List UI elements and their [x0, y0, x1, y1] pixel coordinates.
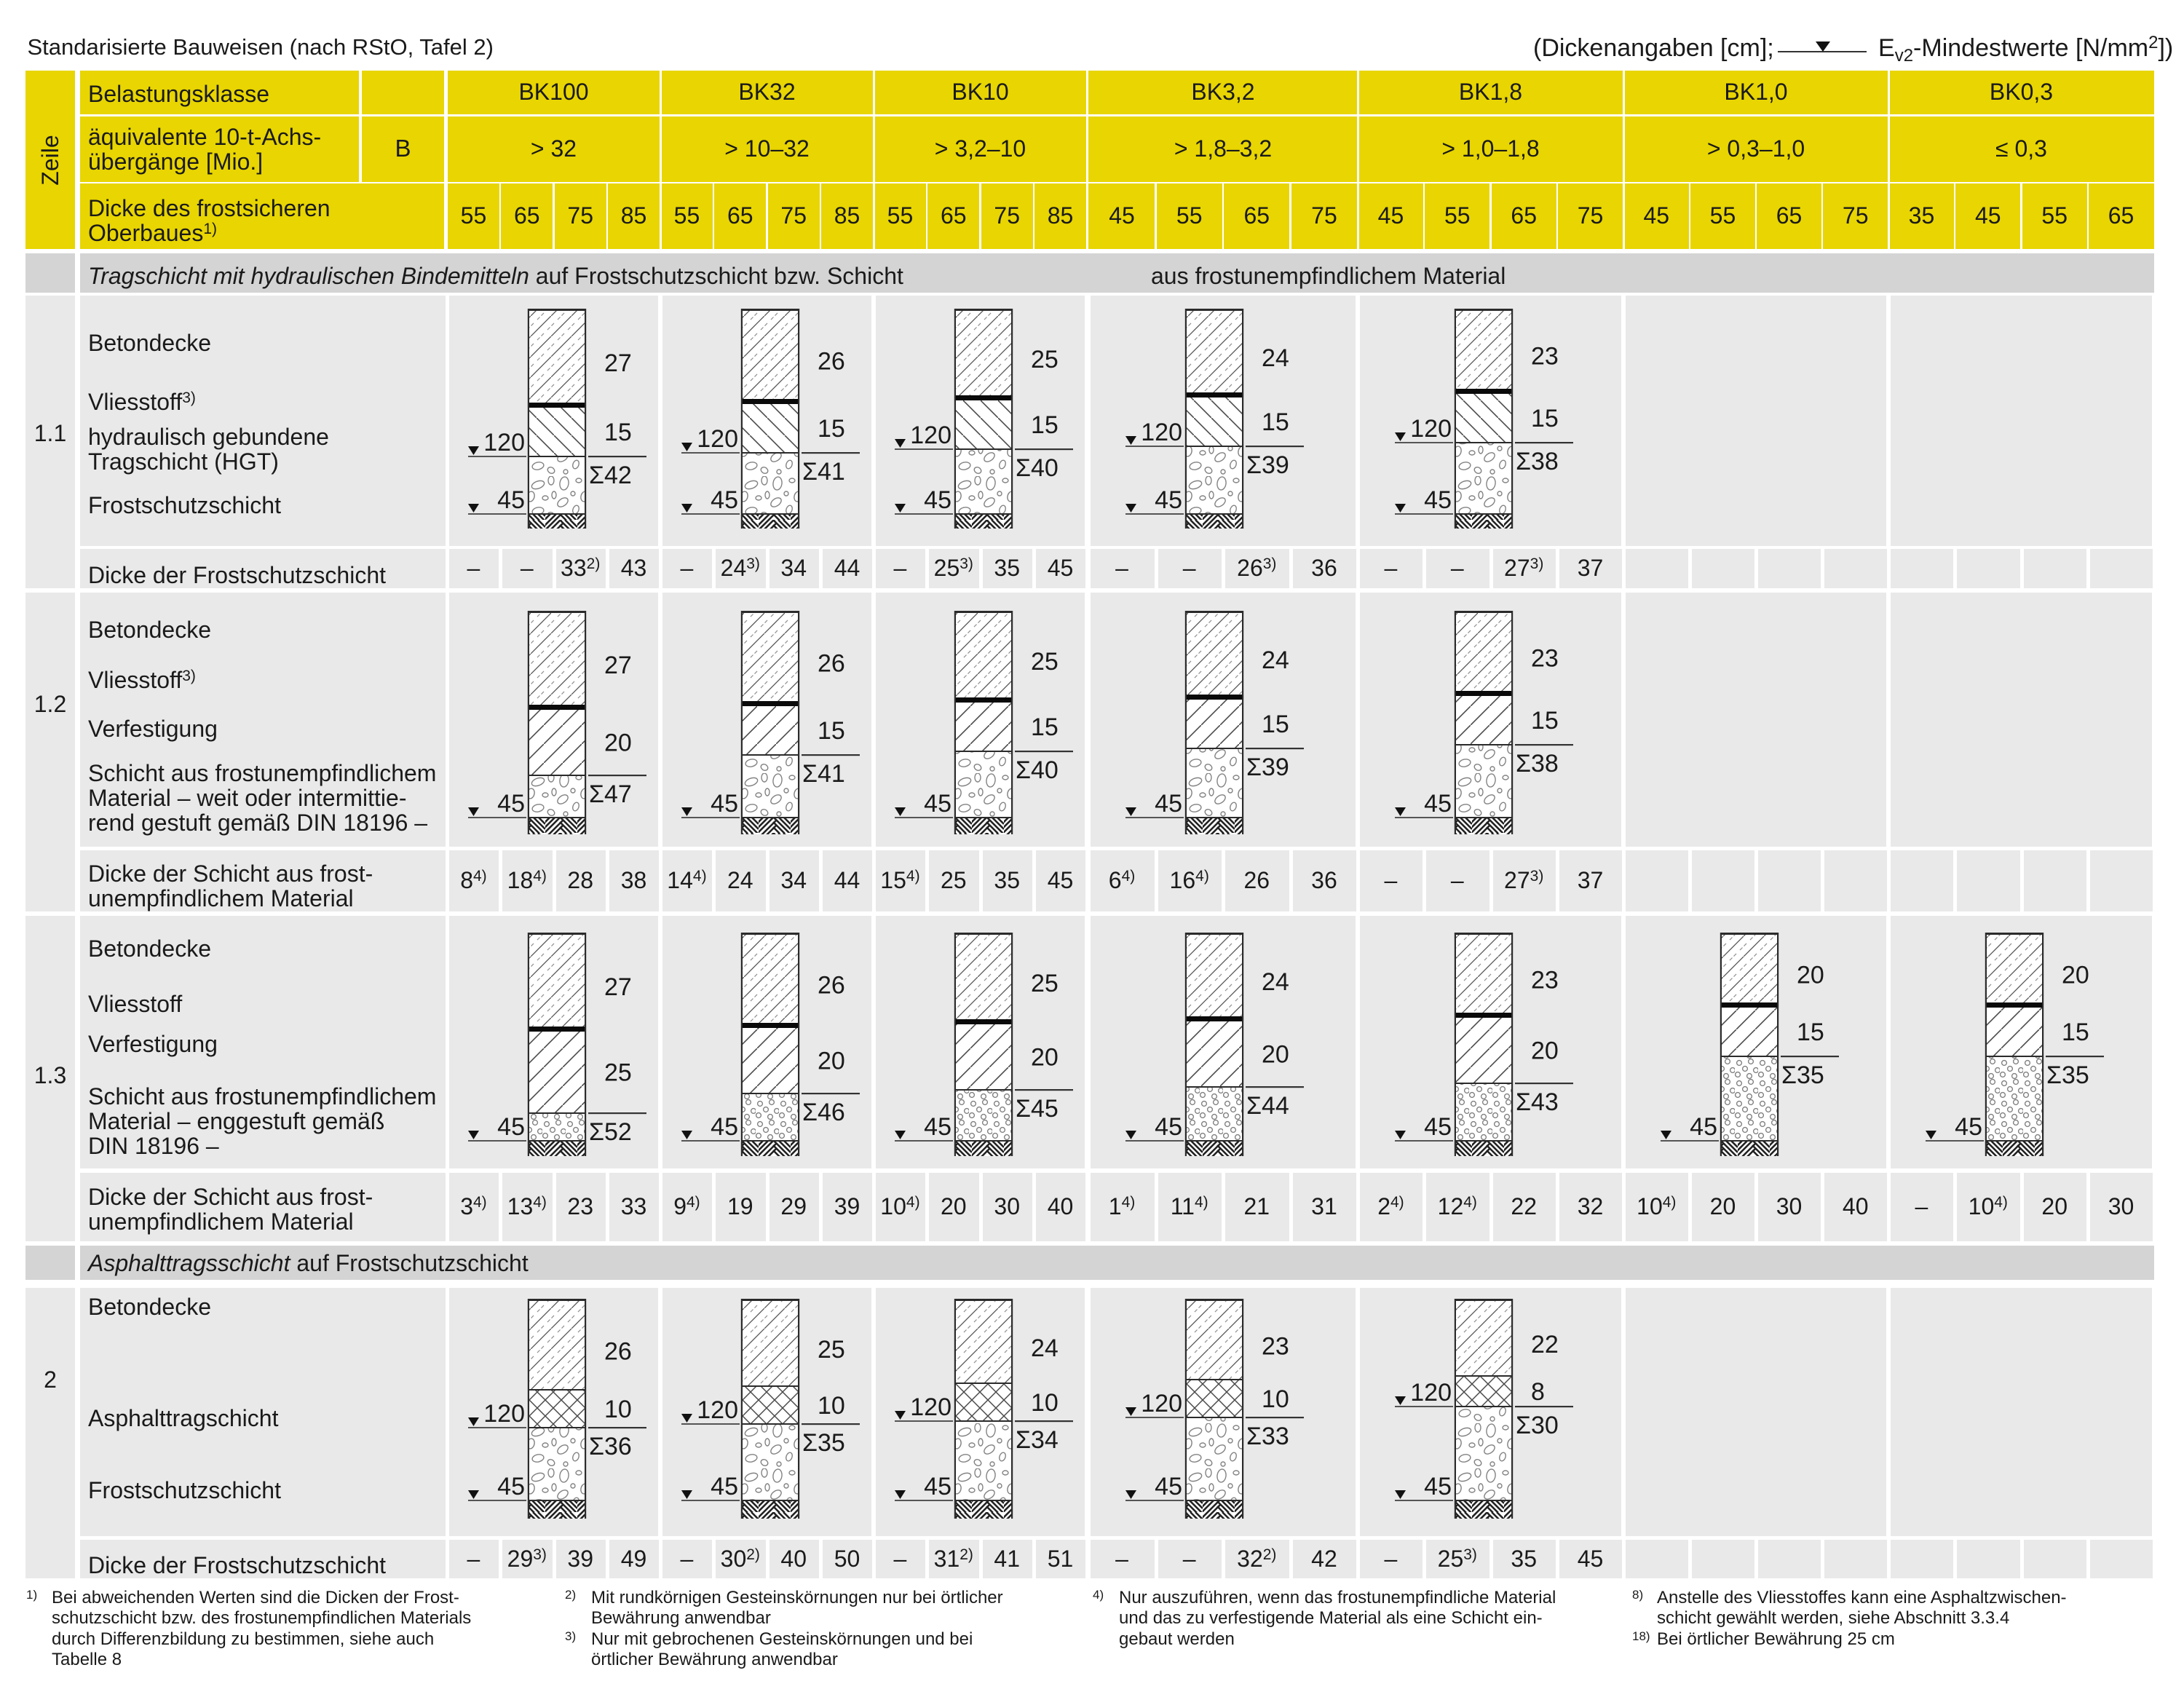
svg-text:45: 45: [1155, 1113, 1182, 1141]
svg-text:23: 23: [1262, 1333, 1289, 1361]
svg-text:24: 24: [1262, 646, 1289, 674]
svg-text:45: 45: [1690, 1113, 1717, 1141]
svg-text:Σ52: Σ52: [589, 1118, 632, 1146]
svg-text:45: 45: [1155, 1473, 1182, 1500]
svg-text:20: 20: [1031, 1044, 1059, 1072]
svg-text:Σ40: Σ40: [1016, 756, 1059, 784]
svg-text:20: 20: [818, 1048, 845, 1075]
svg-text:Σ34: Σ34: [1016, 1426, 1059, 1454]
svg-text:45: 45: [497, 1473, 525, 1500]
svg-text:45: 45: [497, 1113, 525, 1141]
svg-text:Σ43: Σ43: [1516, 1088, 1559, 1116]
svg-text:10: 10: [818, 1392, 845, 1420]
svg-text:120: 120: [697, 1396, 738, 1424]
svg-text:15: 15: [1531, 405, 1559, 432]
svg-text:45: 45: [924, 486, 951, 514]
svg-text:120: 120: [1410, 415, 1452, 443]
svg-text:15: 15: [2062, 1018, 2089, 1046]
svg-text:25: 25: [1031, 648, 1059, 676]
svg-text:Σ36: Σ36: [589, 1433, 632, 1460]
svg-text:Σ30: Σ30: [1516, 1412, 1559, 1439]
svg-text:45: 45: [924, 790, 951, 818]
svg-text:23: 23: [1531, 343, 1559, 371]
svg-text:26: 26: [604, 1338, 632, 1366]
svg-text:27: 27: [604, 652, 632, 679]
svg-text:45: 45: [1155, 790, 1182, 818]
svg-text:23: 23: [1531, 967, 1559, 994]
svg-text:20: 20: [1531, 1037, 1559, 1065]
svg-text:Σ35: Σ35: [1781, 1061, 1824, 1089]
svg-text:8: 8: [1531, 1378, 1545, 1406]
svg-text:45: 45: [1424, 790, 1452, 818]
svg-text:120: 120: [1141, 419, 1182, 446]
svg-text:45: 45: [711, 790, 738, 818]
svg-text:27: 27: [604, 973, 632, 1001]
svg-text:45: 45: [1424, 1473, 1452, 1500]
svg-text:120: 120: [483, 1400, 525, 1428]
svg-text:20: 20: [604, 729, 632, 757]
svg-text:24: 24: [1262, 968, 1289, 996]
svg-text:20: 20: [1262, 1041, 1289, 1069]
svg-text:24: 24: [1262, 344, 1289, 372]
svg-text:45: 45: [711, 1113, 738, 1141]
svg-text:20: 20: [1797, 962, 1824, 989]
svg-text:Σ46: Σ46: [802, 1099, 845, 1126]
svg-text:15: 15: [1031, 713, 1059, 741]
svg-text:45: 45: [1155, 486, 1182, 514]
svg-text:Σ45: Σ45: [1016, 1095, 1059, 1123]
svg-text:15: 15: [1262, 408, 1289, 436]
svg-text:120: 120: [697, 425, 738, 453]
svg-text:120: 120: [910, 422, 951, 449]
svg-text:15: 15: [1797, 1018, 1824, 1046]
svg-text:Σ47: Σ47: [589, 780, 632, 808]
svg-text:10: 10: [1262, 1385, 1289, 1413]
svg-text:23: 23: [1531, 645, 1559, 673]
svg-text:45: 45: [711, 486, 738, 514]
svg-text:25: 25: [818, 1336, 845, 1364]
svg-text:45: 45: [1424, 486, 1452, 514]
svg-text:15: 15: [1262, 711, 1289, 738]
svg-text:25: 25: [1031, 346, 1059, 373]
svg-text:20: 20: [2062, 962, 2089, 989]
svg-text:15: 15: [818, 415, 845, 443]
svg-text:45: 45: [711, 1473, 738, 1500]
svg-text:26: 26: [818, 348, 845, 376]
svg-text:15: 15: [818, 717, 845, 745]
svg-text:10: 10: [604, 1396, 632, 1423]
svg-text:45: 45: [1424, 1113, 1452, 1141]
svg-text:15: 15: [604, 419, 632, 446]
svg-text:Σ42: Σ42: [589, 462, 632, 489]
svg-text:Σ44: Σ44: [1246, 1092, 1289, 1120]
svg-text:26: 26: [818, 972, 845, 1000]
svg-text:120: 120: [1410, 1379, 1452, 1407]
svg-text:Σ40: Σ40: [1016, 454, 1059, 482]
svg-text:Σ35: Σ35: [2046, 1061, 2089, 1089]
svg-text:Σ39: Σ39: [1246, 753, 1289, 781]
svg-text:45: 45: [497, 790, 525, 818]
svg-text:24: 24: [1031, 1334, 1059, 1362]
svg-text:25: 25: [1031, 970, 1059, 997]
svg-text:10: 10: [1031, 1389, 1059, 1417]
svg-text:15: 15: [1031, 411, 1059, 439]
svg-text:Σ35: Σ35: [802, 1429, 845, 1457]
svg-text:Σ38: Σ38: [1516, 448, 1559, 475]
svg-text:120: 120: [910, 1393, 951, 1421]
svg-text:Σ39: Σ39: [1246, 451, 1289, 479]
svg-text:Σ41: Σ41: [802, 760, 845, 788]
svg-text:120: 120: [1141, 1390, 1182, 1417]
svg-text:45: 45: [1955, 1113, 1982, 1141]
svg-text:45: 45: [497, 486, 525, 514]
svg-text:45: 45: [924, 1113, 951, 1141]
svg-text:Σ33: Σ33: [1246, 1423, 1289, 1450]
svg-text:22: 22: [1531, 1331, 1559, 1358]
svg-text:27: 27: [604, 349, 632, 377]
svg-text:26: 26: [818, 650, 845, 678]
svg-text:25: 25: [604, 1059, 632, 1087]
svg-text:45: 45: [924, 1473, 951, 1500]
svg-text:15: 15: [1531, 707, 1559, 735]
svg-text:Σ41: Σ41: [802, 458, 845, 486]
svg-text:Σ38: Σ38: [1516, 750, 1559, 778]
svg-text:120: 120: [483, 429, 525, 456]
